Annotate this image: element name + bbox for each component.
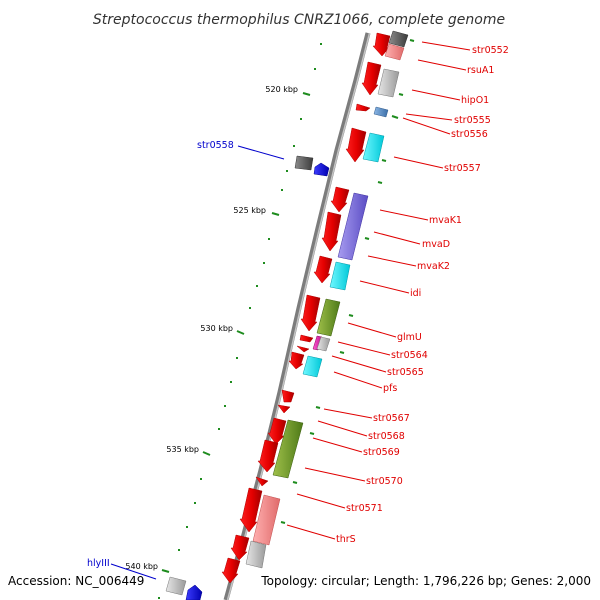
gene-label-mvak2: mvaK2	[417, 261, 450, 272]
feature-label-hlyiii: hlyIII	[87, 558, 110, 569]
gene-label-str0567: str0567	[373, 413, 410, 424]
gene-label-pfs: pfs	[383, 383, 397, 394]
gene-label-str0570: str0570	[366, 476, 403, 487]
scale-label: 540 kbp	[125, 562, 158, 571]
accession-text: Accession: NC_006449	[8, 574, 145, 588]
paired-features	[245, 30, 409, 569]
gene-label-str0565: str0565	[387, 367, 424, 378]
feature-leader-lines	[110, 145, 285, 580]
gene-label-str0569: str0569	[363, 447, 400, 458]
gene-label-glmu: glmU	[397, 332, 422, 343]
gene-label-thrs: thrS	[336, 534, 356, 545]
gene-label-str0552: str0552	[472, 45, 509, 56]
scale-label: 530 kbp	[200, 324, 233, 333]
gene-label-str0557: str0557	[444, 163, 481, 174]
outer-features	[165, 155, 330, 600]
gene-label-str0555: str0555	[454, 115, 491, 126]
gene-label-str0564: str0564	[391, 350, 428, 361]
gene-labels: str0552 rsuA1 hipO1 str0555 str0556 str0…	[336, 45, 509, 545]
gene-label-mvak1: mvaK1	[429, 215, 462, 226]
gene-label-mvad: mvaD	[422, 239, 450, 250]
map-title: Streptococcus thermophilus CNRZ1066, com…	[93, 12, 505, 28]
gene-ticks	[280, 39, 415, 524]
scale-ticks	[161, 92, 311, 573]
gene-leader-lines	[286, 41, 471, 540]
gene-label-str0571: str0571	[346, 503, 383, 514]
feature-label-str0558: str0558	[197, 140, 234, 151]
topology-text: Topology: circular; Length: 1,796,226 bp…	[261, 574, 591, 588]
scale-dots	[158, 43, 322, 599]
gene-label-str0568: str0568	[368, 431, 405, 442]
gene-label-rsua1: rsuA1	[467, 65, 494, 76]
gene-label-idi: idi	[410, 288, 421, 299]
gene-label-hipo1: hipO1	[461, 95, 489, 106]
gene-label-str0556: str0556	[451, 129, 488, 140]
scale-label: 520 kbp	[265, 85, 298, 94]
scale-label: 525 kbp	[233, 206, 266, 215]
feature-labels: str0558 hlyIII	[87, 140, 234, 569]
scale-label: 535 kbp	[166, 445, 199, 454]
forward-genes	[221, 32, 391, 584]
